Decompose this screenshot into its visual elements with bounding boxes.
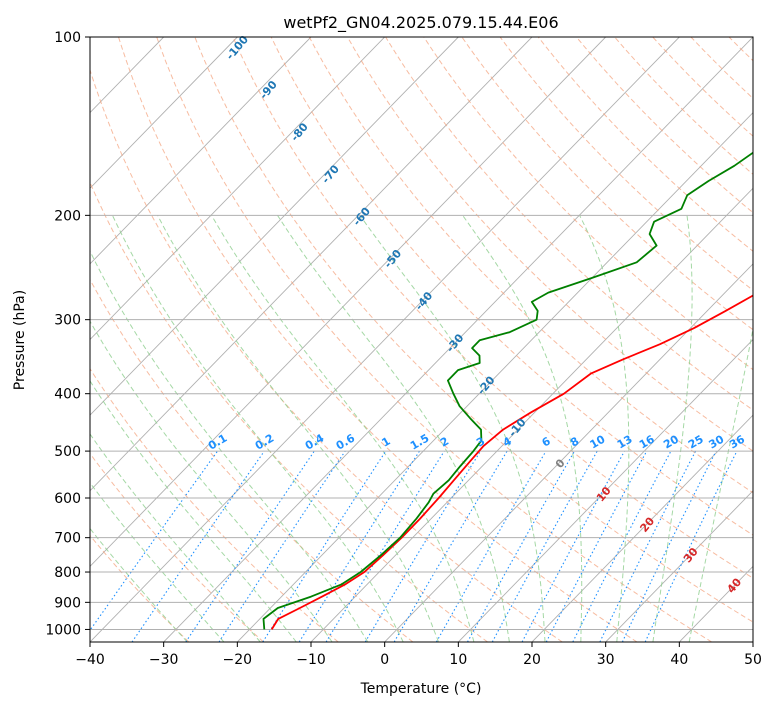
moist-adiabat-line xyxy=(157,215,439,642)
x-tick-label: −10 xyxy=(296,652,326,668)
mixing-ratio-line xyxy=(364,450,481,642)
x-tick-label: 30 xyxy=(597,652,615,668)
isotherm-line xyxy=(90,37,680,642)
series-1-line xyxy=(262,151,753,630)
dry-adiabat-line xyxy=(90,278,414,642)
mixing-ratio-line xyxy=(393,450,508,642)
dry-adiabat-line xyxy=(499,37,753,291)
isotherm-line xyxy=(90,37,238,189)
mixing-ratio-line xyxy=(491,450,598,642)
moist-adiabat-line xyxy=(90,527,188,642)
mixing-ratio-line xyxy=(435,450,547,642)
x-tick-label: −30 xyxy=(149,652,179,668)
y-tick-label: 1000 xyxy=(45,622,81,638)
y-tick-label: 500 xyxy=(54,444,81,460)
mixing-ratio-line xyxy=(467,450,575,642)
series-0-line xyxy=(270,294,753,630)
moist-adiabat-line xyxy=(211,215,475,642)
moist-adiabat-line xyxy=(90,249,369,642)
dry-adiabat-line xyxy=(232,37,753,579)
moist-adiabat-line xyxy=(688,325,753,642)
dry-adiabat-line xyxy=(614,37,753,175)
dry-adiabat-line xyxy=(270,37,753,536)
isotherm-line xyxy=(531,414,753,642)
mixing-ratio-line xyxy=(621,450,717,642)
isotherm-line xyxy=(90,37,459,416)
isotherm-line xyxy=(605,490,753,642)
isotherm-line xyxy=(458,338,753,642)
dry-adiabat-line xyxy=(385,37,753,411)
dry-adiabat-line xyxy=(118,37,638,642)
moist-adiabat-line xyxy=(359,215,546,642)
moist-adiabat-line xyxy=(111,215,404,642)
mixing-ratio-line xyxy=(644,450,738,642)
moist-adiabat-line xyxy=(90,433,261,642)
mixing-ratio-line xyxy=(90,450,218,632)
y-tick-label: 800 xyxy=(54,565,81,581)
profile-series xyxy=(262,151,753,630)
pressure-gridlines xyxy=(90,37,753,630)
dry-adiabat-line xyxy=(347,37,753,452)
y-tick-label: 300 xyxy=(54,313,81,329)
isotherm-line xyxy=(90,37,533,492)
dry-adiabat-line xyxy=(90,534,190,642)
dry-adiabat-line xyxy=(156,37,712,642)
background-lines xyxy=(90,37,753,642)
x-tick-label: 40 xyxy=(670,652,688,668)
dry-adiabat-line xyxy=(90,181,488,642)
isotherm-line xyxy=(384,263,753,642)
dry-adiabat-line xyxy=(194,37,753,623)
mixing-ratio-line xyxy=(262,450,387,642)
y-axis-label: Pressure (hPa) xyxy=(12,290,28,390)
x-axis-label: Temperature (°C) xyxy=(360,681,482,697)
y-tick-label: 400 xyxy=(54,387,81,403)
x-tick-label: 10 xyxy=(449,652,467,668)
y-tick-label: 600 xyxy=(54,491,81,507)
moist-adiabat-line xyxy=(277,215,510,642)
axis-ticks: −40 −30 −20 −10 0 10 20 30 40 50 100 200 300 400 500 60… xyxy=(45,30,762,668)
isotherm-line xyxy=(90,37,606,568)
dry-adiabat-line xyxy=(423,37,753,371)
x-tick-label: −40 xyxy=(75,652,105,668)
x-tick-label: −20 xyxy=(223,652,253,668)
plot-frame xyxy=(89,36,754,643)
chart-title: wetPf2_GN04.2025.079.15.44.E06 xyxy=(283,13,558,33)
moist-adiabat-line xyxy=(579,215,630,642)
y-tick-label: 100 xyxy=(54,30,81,46)
mixing-ratio-line xyxy=(521,450,625,642)
moist-adiabat-line xyxy=(652,215,693,642)
mixing-ratio-line xyxy=(325,450,445,642)
dry-adiabat-line xyxy=(90,68,563,642)
isotherm-line xyxy=(237,111,753,642)
y-tick-label: 700 xyxy=(54,531,81,547)
mixing-ratio-line xyxy=(131,450,265,642)
x-tick-label: 20 xyxy=(523,652,541,668)
moist-adiabat-line xyxy=(90,320,333,642)
isotherm-line xyxy=(163,37,753,642)
y-tick-label: 900 xyxy=(54,595,81,611)
isotherm-line xyxy=(90,37,312,265)
x-tick-label: 50 xyxy=(744,652,762,668)
x-tick-label: 0 xyxy=(380,652,389,668)
dry-adiabat-line xyxy=(537,37,753,252)
y-tick-label: 200 xyxy=(54,208,81,224)
moist-adiabat-line xyxy=(90,481,225,642)
mixing-ratio-line xyxy=(298,450,420,642)
